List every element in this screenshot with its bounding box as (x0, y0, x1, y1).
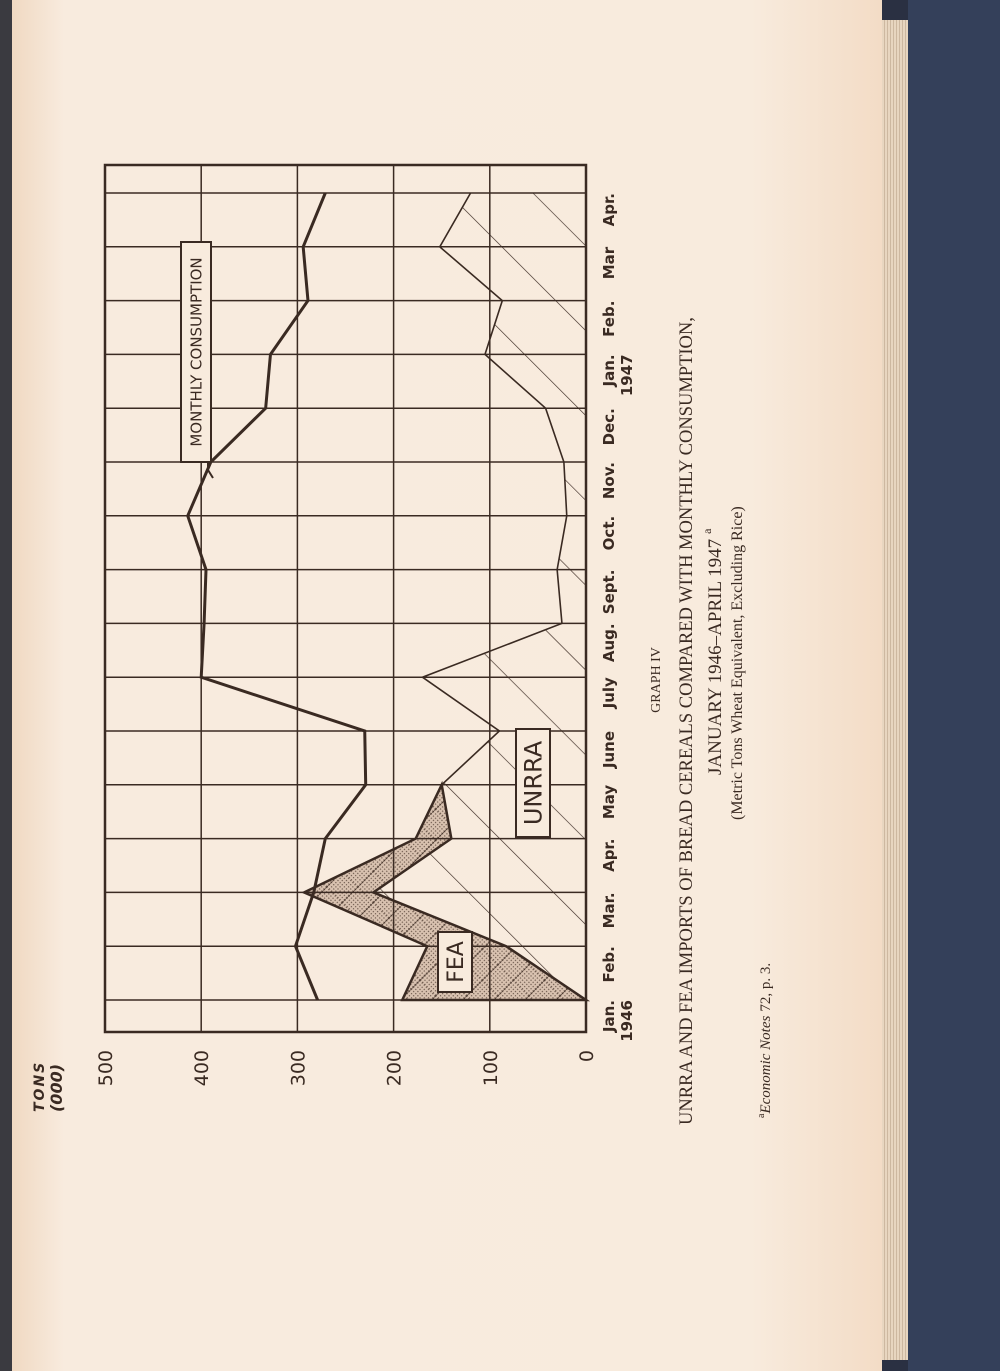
unrra-series-label: UNRRA (520, 740, 548, 825)
year-label: 1946 (618, 1000, 636, 1042)
x-tick-label: Apr. (600, 839, 618, 872)
fea-series-box (437, 931, 473, 993)
chart-subtitle: (Metric Tons Wheat Equivalent, Excluding… (729, 506, 746, 820)
chart-title: UNRRA AND FEA IMPORTS OF BREAD CEREALS C… (677, 317, 697, 1125)
x-tick-label: Apr. (600, 193, 618, 226)
x-tick-label: Mar. (600, 892, 618, 928)
x-tick-label: Mar (600, 246, 618, 279)
x-tick-label: May (600, 785, 618, 820)
y-axis-title: TONS (32, 1061, 48, 1112)
x-tick-label: Dec. (600, 408, 618, 445)
x-tick-label: Nov. (600, 462, 618, 499)
y-tick-label: 400 (191, 1050, 213, 1086)
y-tick-label: 0 (576, 1050, 598, 1062)
consumption-series-box (180, 241, 212, 463)
x-tick-label: Feb. (600, 301, 618, 337)
x-tick-label: Feb. (600, 946, 618, 982)
y-tick-label: 100 (480, 1050, 502, 1086)
consumption-line (186, 192, 368, 1001)
unrra-series-box (515, 728, 551, 838)
x-tick-label: Aug. (600, 623, 618, 662)
y-axis-unit: (000) (47, 1064, 66, 1112)
x-tick-label: July (600, 677, 618, 709)
y-tick-label: 200 (384, 1050, 406, 1086)
x-tick-label: Oct. (600, 516, 618, 551)
x-tick-label: Jan. (600, 354, 618, 387)
y-tick-label: 300 (287, 1050, 309, 1086)
unrra-area (373, 193, 586, 1000)
x-tick-label: Jan. (600, 1000, 618, 1033)
unrra-line (371, 192, 587, 1001)
chart-title-line2: JANUARY 1946–APRIL 1947a (700, 528, 726, 775)
graph-label: GRAPH IV (649, 647, 664, 713)
consumption-series-label: MONTHLY CONSUMPTION (187, 257, 205, 446)
consumption-label-pointer (207, 462, 214, 479)
page-edges (882, 20, 908, 1360)
plot-frame (103, 163, 588, 1034)
fea-series-label: FEA (444, 941, 469, 983)
x-tick-label: Sept. (600, 570, 618, 615)
book-cover (908, 0, 1000, 1371)
x-tick-label: June (600, 731, 618, 769)
year-label: 1947 (618, 354, 636, 396)
book-spine (0, 0, 12, 1371)
footnote: aEconomic Notes72, p. 3. (756, 963, 774, 1118)
y-tick-label: 500 (95, 1050, 117, 1086)
